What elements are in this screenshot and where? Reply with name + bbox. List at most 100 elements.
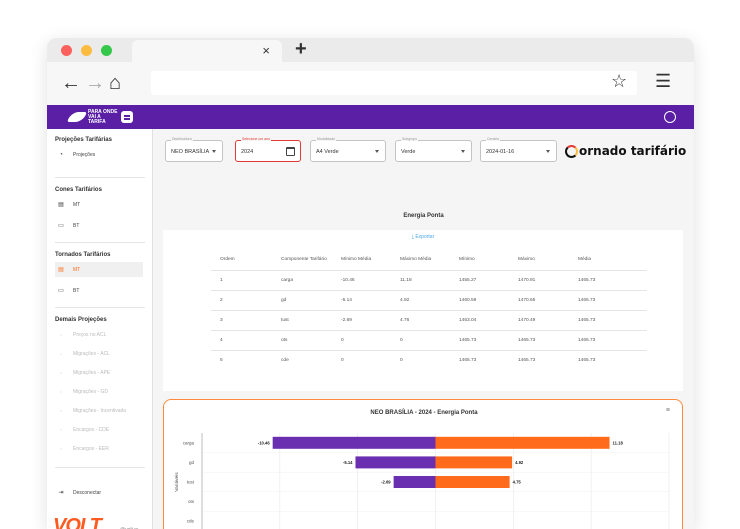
subgrupo-label: Subgrupo [401, 137, 419, 141]
logo-swoosh-icon [67, 112, 87, 122]
logout-button[interactable]: ⇥ Desconectar [55, 485, 143, 500]
sidebar-item[interactable]: • Migrações - ACL [55, 346, 143, 361]
bar-positive [435, 436, 610, 449]
sidebar-item-label: Encargos - CDE [73, 426, 110, 433]
sidebar-item-label: Migrações - Incentivada [73, 407, 127, 414]
sidebar-item-label: MT [73, 201, 81, 208]
cenario-select[interactable]: Cenário 2024-01-16 [480, 137, 557, 162]
volt-site: @volt.rs [120, 527, 138, 529]
browser-tab[interactable]: × [132, 40, 282, 62]
sidebar-item[interactable]: ▭ BT [55, 218, 143, 233]
user-account-icon[interactable] [664, 111, 676, 123]
table-cell: 0 [400, 338, 403, 343]
address-bar[interactable] [151, 71, 637, 95]
distribuidora-select[interactable]: Distribuidora NEO BRASÍLIA [165, 137, 223, 162]
calendar-icon[interactable] [286, 147, 295, 156]
close-icon[interactable]: × [262, 43, 270, 58]
bar-negative [272, 436, 436, 449]
table-cell: 1470.91 [518, 278, 536, 283]
sidebar-item[interactable]: ▤ MT [55, 197, 143, 212]
subgrupo-value: Verde [401, 149, 416, 155]
sidebar-item[interactable]: ▤ MT [55, 262, 143, 277]
bullet-icon: • [60, 332, 62, 337]
table-cell: 1465.73 [459, 358, 477, 363]
sidebar-item[interactable]: ▭ BT [55, 283, 143, 298]
maximize-window-button[interactable] [101, 45, 112, 56]
home-icon[interactable]: ⌂ [109, 72, 122, 94]
bullet-icon: • [60, 370, 62, 375]
table-cell: 4.76 [400, 318, 410, 323]
bar-label-positive: 11.18 [613, 440, 624, 445]
column-header[interactable]: Componente Tarifário [281, 257, 327, 262]
table-cell: carga [281, 278, 293, 283]
sidebar: Projeções Tarifárias ◔ Projeções Cones Tari… [47, 129, 153, 529]
table-cell: 1470.49 [518, 318, 536, 323]
back-arrow-icon[interactable]: ← [61, 72, 81, 94]
forward-arrow-icon[interactable]: → [85, 72, 105, 94]
column-header[interactable]: Mínimo Média [341, 257, 372, 262]
ano-date-field[interactable]: Selecione um ano 2024 [235, 137, 301, 162]
sidebar-item[interactable]: • Preços no ACL [55, 327, 143, 342]
chart-menu-icon[interactable]: ≡ [665, 407, 670, 414]
table-cell: 4.92 [400, 298, 410, 303]
bar-label-positive: 4.75 [513, 480, 522, 485]
doc-icon: ▤ [58, 202, 64, 208]
sidebar-item[interactable]: • Encargos - EER [55, 441, 143, 456]
table-row: 1 carga -10.46 11.18 1455.27 1470.91 1465.73 [211, 270, 647, 290]
bullet-icon: • [60, 389, 62, 394]
sidebar-item[interactable]: • Migrações - Incentivada [55, 403, 143, 418]
sidebar-item[interactable]: ◔ Projeções [55, 147, 143, 162]
tornado-brand: ornado tarifário [565, 143, 686, 159]
ano-value: 2024 [241, 149, 254, 155]
bullet-icon: • [60, 351, 62, 356]
column-header[interactable]: Ordem [220, 257, 235, 262]
new-tab-icon[interactable]: + [295, 38, 307, 60]
bar-label-positive: 4.92 [515, 460, 524, 465]
title-bar: × + [47, 38, 694, 62]
sidebar-item-label: Migrações - ACL [73, 350, 110, 357]
column-header[interactable]: Média [578, 257, 592, 262]
sidebar-item[interactable]: • Migrações - GD [55, 384, 143, 399]
table-cell: ots [281, 338, 288, 343]
table-cell: 1455.27 [459, 278, 477, 283]
y-axis-label: Variáveis [174, 472, 180, 492]
bookmark-star-icon[interactable]: ☆ [611, 71, 628, 91]
table-cell: 1465.73 [578, 358, 596, 363]
table-cell: 1465.73 [518, 338, 536, 343]
y-category-label: carga [183, 440, 195, 445]
sidebar-section-title: Cones Tarifários [55, 187, 102, 193]
table-cell: 1460.59 [459, 298, 477, 303]
hamburger-menu-icon[interactable]: ☰ [655, 71, 672, 91]
bullet-icon: • [60, 408, 62, 413]
sidebar-item-label: Migrações - GD [73, 388, 109, 395]
minimize-window-button[interactable] [81, 45, 92, 56]
close-window-button[interactable] [61, 45, 72, 56]
logout-label: Desconectar [73, 489, 102, 496]
sidebar-item-label: Projeções [73, 151, 96, 158]
table-row: 5 cde 0 0 1465.73 1465.73 1465.73 [211, 350, 647, 370]
bullet-icon: • [60, 446, 62, 451]
table-cell: 1463.04 [459, 318, 477, 323]
column-header[interactable]: Máximo Média [400, 257, 432, 262]
tornado-chart-card: NEO BRASÍLIA - 2024 - Energia Ponta ≡ -1… [163, 399, 683, 529]
sidebar-section-title: Projeções Tarifárias [55, 137, 112, 143]
table-cell: cde [281, 358, 289, 363]
sidebar-item[interactable]: • Encargos - CDE [55, 422, 143, 437]
column-header[interactable]: Máximo [518, 257, 535, 262]
calendar-icon: ▭ [58, 223, 64, 229]
sidebar-item[interactable]: • Migrações - APE [55, 365, 143, 380]
calendar-icon: ▭ [58, 288, 64, 294]
modalidade-select[interactable]: Modalidade A4 Verde [310, 137, 386, 162]
table-row: 4 ots 0 0 1465.73 1465.73 1465.73 [211, 330, 647, 350]
export-button[interactable]: ⤓ Exportar [163, 234, 683, 240]
table-cell: 0 [400, 358, 403, 363]
chevron-down-icon [212, 150, 216, 153]
column-header[interactable]: Mínimo [459, 257, 475, 262]
app-logo[interactable]: PARA ONDE VAI A TARIFA [67, 109, 133, 124]
app: PARA ONDE VAI A TARIFA Projeções Tarifár… [47, 105, 694, 529]
sidebar-item-label: Encargos - EER [73, 445, 109, 452]
sidebar-divider [55, 177, 145, 178]
menu-toggle-icon[interactable] [121, 111, 133, 123]
subgrupo-select[interactable]: Subgrupo Verde [395, 137, 472, 162]
